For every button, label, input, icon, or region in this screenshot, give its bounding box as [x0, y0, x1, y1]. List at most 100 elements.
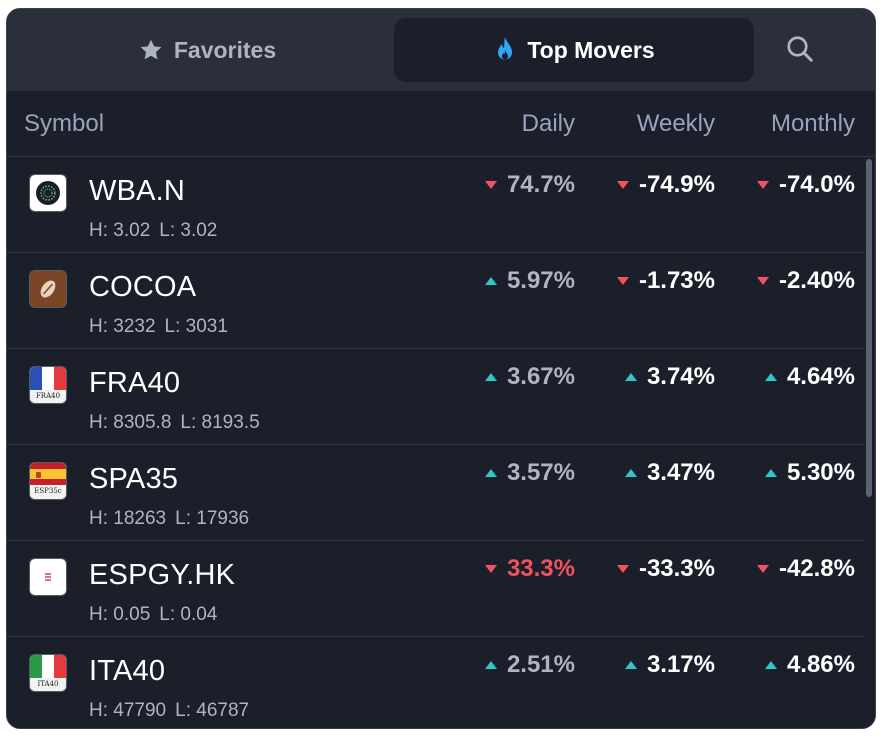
- column-header-monthly[interactable]: Monthly: [770, 110, 855, 137]
- up-arrow-icon: [764, 661, 777, 669]
- scrollbar[interactable]: [866, 159, 872, 497]
- up-arrow-icon: [624, 661, 637, 669]
- monthly-change: -74.0%: [756, 171, 855, 199]
- monthly-change: 5.30%: [764, 459, 855, 487]
- up-arrow-icon: [484, 469, 497, 477]
- weekly-change: 3.74%: [624, 363, 715, 391]
- table-row[interactable]: WBA.N H: 3.02 L: 3.02 74.7% -74.9% -74.0…: [7, 157, 865, 253]
- up-arrow-icon: [764, 373, 777, 381]
- monthly-change-value: 5.30%: [786, 459, 855, 486]
- spain-flag-icon: ESP35c fd: [29, 462, 67, 500]
- high-low: H: 8305.8 L: 8193.5: [89, 412, 260, 434]
- low-value: L: 3031: [164, 316, 228, 337]
- monthly-change-value: 4.64%: [786, 363, 855, 390]
- monthly-change-value: -42.8%: [778, 555, 855, 582]
- high-low: H: 3232 L: 3031: [89, 316, 228, 338]
- tab-favorites-label: Favorites: [173, 36, 277, 63]
- table-row[interactable]: ESP35c fd SPA35 H: 18263 L: 17936 3.57% …: [7, 445, 865, 541]
- table-row[interactable]: ESPGY.HK H: 0.05 L: 0.04 33.3% -33.3% -4…: [7, 541, 865, 637]
- cocoa-bean-icon: [29, 270, 67, 308]
- down-arrow-icon: [616, 181, 629, 189]
- high-value: H: 3.02: [89, 220, 151, 241]
- flag-caption: ITA40: [30, 677, 66, 691]
- column-header-symbol[interactable]: Symbol: [24, 110, 105, 137]
- up-arrow-icon: [484, 373, 497, 381]
- symbol-name: SPA35: [89, 463, 179, 495]
- star-icon: [138, 37, 164, 63]
- daily-change: 33.3%: [484, 555, 575, 583]
- down-arrow-icon: [616, 277, 629, 285]
- high-low: H: 0.05 L: 0.04: [89, 604, 217, 626]
- daily-change: 3.57%: [484, 459, 575, 487]
- espgy-logo-icon: [29, 558, 67, 596]
- daily-change-value: 33.3%: [506, 555, 575, 582]
- down-arrow-icon: [756, 181, 769, 189]
- tab-top-movers[interactable]: Top Movers: [394, 18, 754, 82]
- wba-logo-icon: [29, 174, 67, 212]
- low-value: L: 3.02: [159, 220, 218, 241]
- weekly-change: 3.17%: [624, 651, 715, 679]
- high-value: H: 3232: [89, 316, 156, 337]
- column-header-row: Symbol Daily Weekly Monthly: [7, 91, 875, 157]
- monthly-change-value: -2.40%: [778, 267, 855, 294]
- flame-icon: [493, 36, 517, 64]
- monthly-change: -2.40%: [756, 267, 855, 295]
- low-value: L: 8193.5: [180, 412, 260, 433]
- symbol-name: FRA40: [89, 367, 181, 399]
- monthly-change-value: 4.86%: [786, 651, 855, 678]
- flag-caption: ESP35c fd: [30, 485, 66, 499]
- up-arrow-icon: [484, 661, 497, 669]
- weekly-change-value: 3.17%: [646, 651, 715, 678]
- daily-change-value: 3.67%: [506, 363, 575, 390]
- monthly-change: -42.8%: [756, 555, 855, 583]
- daily-change-value: 2.51%: [506, 651, 575, 678]
- weekly-change-value: 3.47%: [646, 459, 715, 486]
- down-arrow-icon: [484, 181, 497, 189]
- weekly-change: -74.9%: [616, 171, 715, 199]
- high-value: H: 18263: [89, 508, 167, 529]
- tab-top-movers-label: Top Movers: [527, 36, 655, 63]
- table-row[interactable]: FRA40 FRA40 H: 8305.8 L: 8193.5 3.67% 3.…: [7, 349, 865, 445]
- down-arrow-icon: [756, 565, 769, 573]
- movers-list: WBA.N H: 3.02 L: 3.02 74.7% -74.9% -74.0…: [7, 157, 875, 728]
- symbol-name: WBA.N: [89, 175, 186, 207]
- weekly-change-value: -1.73%: [638, 267, 715, 294]
- weekly-change: -33.3%: [616, 555, 715, 583]
- monthly-change: 4.86%: [764, 651, 855, 679]
- down-arrow-icon: [484, 565, 497, 573]
- italy-flag-icon: ITA40: [29, 654, 67, 692]
- high-low: H: 18263 L: 17936: [89, 508, 249, 530]
- search-button[interactable]: [782, 33, 818, 69]
- daily-change: 2.51%: [484, 651, 575, 679]
- table-row[interactable]: COCOA H: 3232 L: 3031 5.97% -1.73% -2.40…: [7, 253, 865, 349]
- column-header-weekly[interactable]: Weekly: [636, 110, 715, 137]
- high-value: H: 8305.8: [89, 412, 172, 433]
- symbol-name: ESPGY.HK: [89, 559, 236, 591]
- low-value: L: 46787: [175, 700, 250, 721]
- tab-favorites[interactable]: Favorites: [27, 18, 387, 82]
- column-header-daily[interactable]: Daily: [521, 110, 575, 137]
- daily-change: 3.67%: [484, 363, 575, 391]
- weekly-change-value: -74.9%: [638, 171, 715, 198]
- low-value: L: 17936: [175, 508, 250, 529]
- top-movers-widget: Favorites Top Movers Symbol Daily Weekly: [6, 8, 876, 729]
- symbol-name: COCOA: [89, 271, 197, 303]
- weekly-change: 3.47%: [624, 459, 715, 487]
- monthly-change-value: -74.0%: [778, 171, 855, 198]
- weekly-change-value: 3.74%: [646, 363, 715, 390]
- down-arrow-icon: [756, 277, 769, 285]
- daily-change-value: 5.97%: [506, 267, 575, 294]
- up-arrow-icon: [624, 373, 637, 381]
- low-value: L: 0.04: [159, 604, 218, 625]
- table-row[interactable]: ITA40 ITA40 H: 47790 L: 46787 2.51% 3.17…: [7, 637, 865, 728]
- down-arrow-icon: [616, 565, 629, 573]
- daily-change-value: 3.57%: [506, 459, 575, 486]
- daily-change-value: 74.7%: [506, 171, 575, 198]
- monthly-change: 4.64%: [764, 363, 855, 391]
- daily-change: 74.7%: [484, 171, 575, 199]
- high-value: H: 47790: [89, 700, 167, 721]
- weekly-change-value: -33.3%: [638, 555, 715, 582]
- up-arrow-icon: [764, 469, 777, 477]
- up-arrow-icon: [624, 469, 637, 477]
- tab-bar: Favorites Top Movers: [7, 9, 875, 91]
